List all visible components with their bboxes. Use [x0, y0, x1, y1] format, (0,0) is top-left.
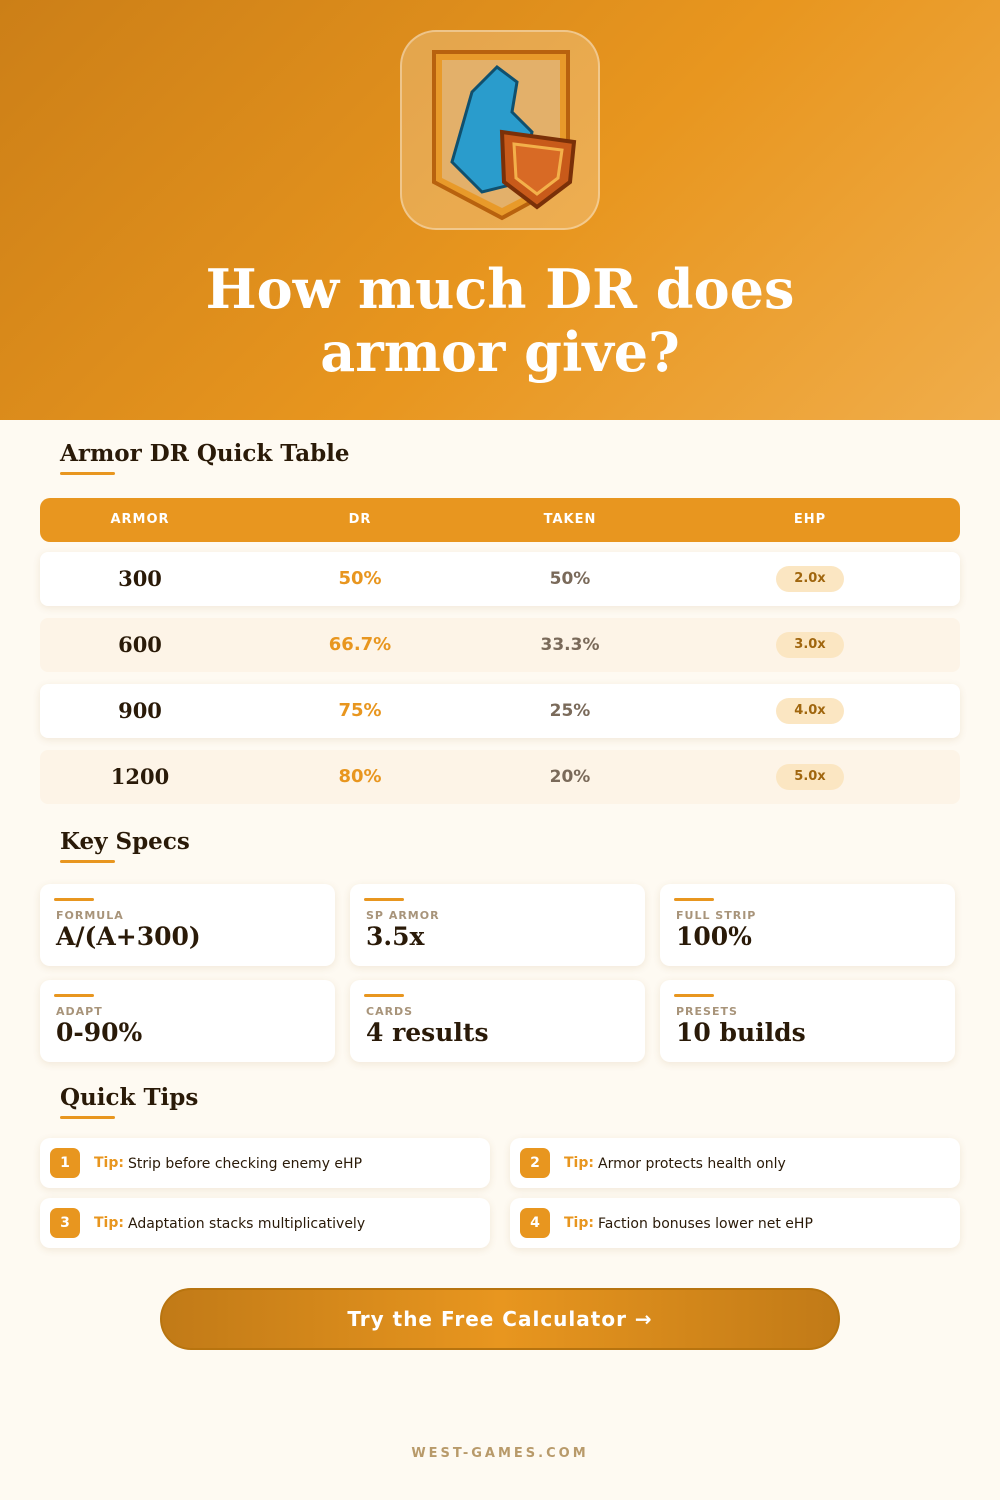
table-row: 300 50% 50% 2.0x [40, 552, 960, 606]
spec-card: FULL STRIP 100% [660, 884, 955, 966]
tip-number: 4 [520, 1208, 550, 1238]
column-header: EHP [793, 512, 827, 527]
spec-label: CARDS [366, 1005, 414, 1018]
knight-icon [432, 50, 577, 221]
section-title: Quick Tips [60, 1084, 199, 1111]
column-header: ARMOR [110, 512, 170, 527]
spec-value: 3.5x [366, 922, 425, 951]
page-title: How much DR does armor give? [205, 257, 795, 384]
tip-card: 2 Tip: Armor protects health only [510, 1138, 960, 1188]
hero: How much DR does armor give? [0, 0, 1000, 420]
dr-cell: 66.7% [328, 634, 392, 655]
dr-cell: 50% [338, 568, 382, 589]
spec-accent [674, 898, 714, 901]
section-title: Armor DR Quick Table [60, 440, 350, 467]
section-underline [60, 1116, 115, 1119]
table-row: 600 66.7% 33.3% 3.0x [40, 618, 960, 672]
tip-prefix: Tip: [564, 1155, 594, 1171]
dr-cell: 75% [338, 700, 382, 721]
tip-text: Adaptation stacks multiplicatively [128, 1216, 366, 1232]
spec-label: FORMULA [56, 909, 124, 922]
spec-label: SP ARMOR [366, 909, 440, 922]
tip-prefix: Tip: [564, 1215, 594, 1231]
tip-text: Strip before checking enemy eHP [128, 1156, 363, 1172]
app-icon [400, 30, 600, 230]
spec-accent [54, 994, 94, 997]
spec-label: FULL STRIP [676, 909, 757, 922]
tip-text: Armor protects health only [598, 1156, 786, 1172]
armor-cell: 900 [118, 698, 162, 723]
footer: WEST-GAMES.COM [411, 1446, 589, 1461]
tip-card: 1 Tip: Strip before checking enemy eHP [40, 1138, 490, 1188]
spec-value: 4 results [366, 1018, 489, 1047]
taken-cell: 20% [549, 767, 591, 787]
taken-cell: 50% [549, 569, 591, 589]
spec-card: ADAPT 0-90% [40, 980, 335, 1062]
taken-cell: 25% [549, 701, 591, 721]
ehp-badge: 2.0x [776, 566, 844, 592]
spec-card: FORMULA A/(A+300) [40, 884, 335, 966]
ehp-badge: 4.0x [776, 698, 844, 724]
column-header: TAKEN [543, 512, 597, 527]
spec-label: ADAPT [56, 1005, 103, 1018]
armor-cell: 300 [118, 566, 162, 591]
spec-value: 10 builds [676, 1018, 806, 1047]
table-row: 900 75% 25% 4.0x [40, 684, 960, 738]
spec-value: 100% [676, 922, 752, 951]
spec-card: CARDS 4 results [350, 980, 645, 1062]
dr-cell: 80% [338, 766, 382, 787]
spec-accent [674, 994, 714, 997]
armor-cell: 1200 [110, 764, 170, 789]
tip-card: 4 Tip: Faction bonuses lower net eHP [510, 1198, 960, 1248]
tip-text: Faction bonuses lower net eHP [598, 1216, 813, 1232]
section-underline [60, 860, 115, 863]
spec-value: A/(A+300) [56, 922, 201, 951]
tip-prefix: Tip: [94, 1155, 124, 1171]
tip-number: 2 [520, 1148, 550, 1178]
cta-button[interactable]: Try the Free Calculator → [160, 1288, 840, 1350]
table-header: ARMOR DR TAKEN EHP [40, 498, 960, 542]
tip-number: 3 [50, 1208, 80, 1238]
taken-cell: 33.3% [540, 635, 600, 655]
tip-prefix: Tip: [94, 1215, 124, 1231]
spec-card: SP ARMOR 3.5x [350, 884, 645, 966]
column-header: DR [348, 512, 372, 527]
tip-number: 1 [50, 1148, 80, 1178]
armor-cell: 600 [118, 632, 162, 657]
section-title: Key Specs [60, 828, 190, 855]
ehp-badge: 5.0x [776, 764, 844, 790]
ehp-badge: 3.0x [776, 632, 844, 658]
spec-value: 0-90% [56, 1018, 143, 1047]
tip-card: 3 Tip: Adaptation stacks multiplicatively [40, 1198, 490, 1248]
spec-accent [364, 898, 404, 901]
table-row: 1200 80% 20% 5.0x [40, 750, 960, 804]
spec-label: PRESETS [676, 1005, 738, 1018]
spec-card: PRESETS 10 builds [660, 980, 955, 1062]
section-underline [60, 472, 115, 475]
spec-accent [54, 898, 94, 901]
spec-accent [364, 994, 404, 997]
